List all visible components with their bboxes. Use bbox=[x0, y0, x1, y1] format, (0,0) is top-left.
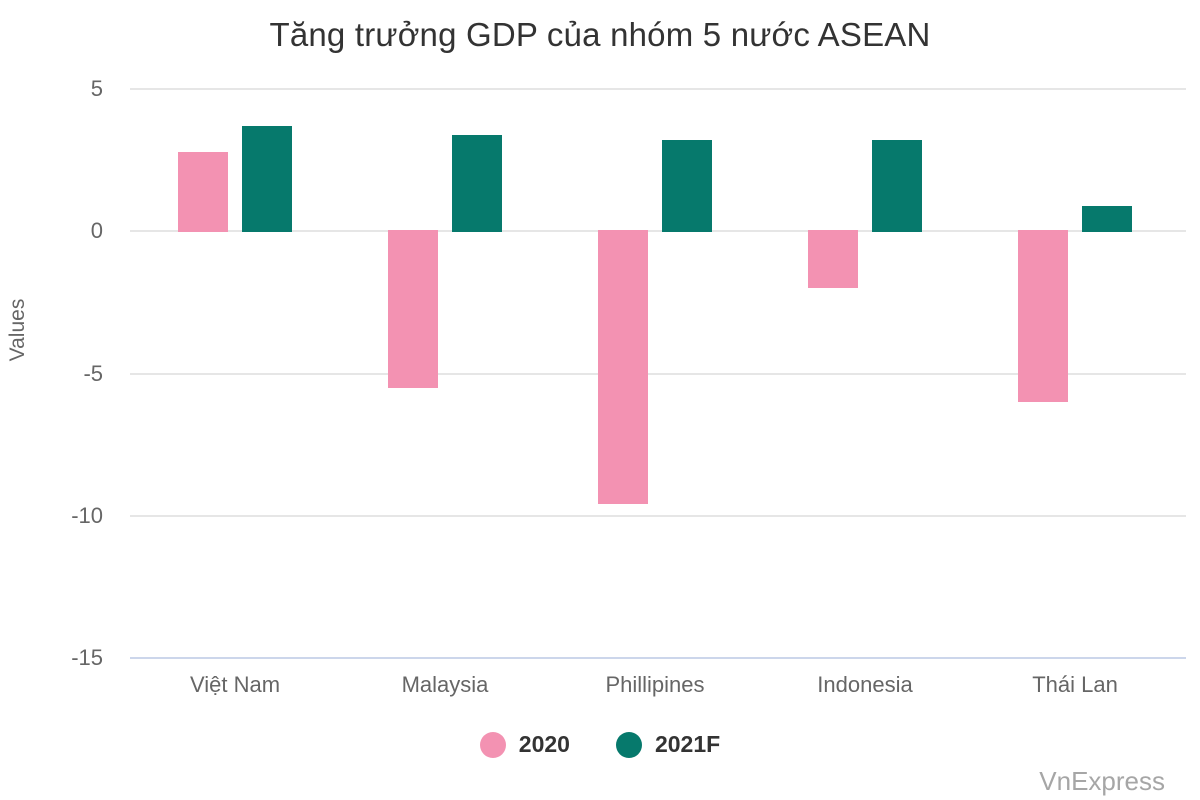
legend-swatch-2021f bbox=[615, 731, 642, 758]
y-tick-label--10: -10 bbox=[71, 502, 103, 528]
x-label-thai-lan: Thái Lan bbox=[1032, 672, 1118, 697]
gridline--10 bbox=[130, 514, 1186, 517]
gridline-5 bbox=[130, 88, 1186, 90]
gridline--5 bbox=[130, 372, 1186, 375]
bar-2021f-malaysia[interactable] bbox=[452, 134, 502, 233]
y-tick-label-0: 0 bbox=[90, 218, 103, 244]
legend-label-2020: 2020 bbox=[518, 731, 570, 757]
x-label-malaysia: Malaysia bbox=[401, 672, 489, 697]
legend-label-2021f: 2021F bbox=[654, 731, 721, 757]
bar-2020-viet-nam[interactable] bbox=[178, 151, 228, 233]
bar-2021f-indonesia[interactable] bbox=[872, 140, 922, 233]
y-tick-label--15: -15 bbox=[71, 645, 103, 670]
bar-2021f-thai-lan[interactable] bbox=[1082, 205, 1132, 233]
watermark: VnExpress bbox=[1039, 766, 1165, 796]
y-tick-label-5: 5 bbox=[90, 76, 103, 101]
bar-2020-indonesia[interactable] bbox=[808, 230, 858, 289]
x-label-indonesia: Indonesia bbox=[817, 672, 913, 697]
x-label-phillipines: Phillipines bbox=[605, 672, 705, 697]
legend-item-2021f[interactable]: 2021F bbox=[615, 731, 721, 758]
legend-item-2020[interactable]: 2020 bbox=[479, 731, 570, 758]
legend-swatch-2020 bbox=[479, 731, 506, 758]
legend: 2020 2021F bbox=[0, 731, 1200, 758]
bar-2020-thai-lan[interactable] bbox=[1018, 230, 1068, 402]
chart-title: Tăng trưởng GDP của nhóm 5 nước ASEAN bbox=[269, 16, 931, 53]
gridline-0 bbox=[130, 230, 1186, 233]
x-label-viet-nam: Việt Nam bbox=[189, 672, 281, 697]
bar-2021f-viet-nam[interactable] bbox=[242, 125, 292, 233]
bar-2020-malaysia[interactable] bbox=[388, 230, 438, 388]
bar-2020-phillipines[interactable] bbox=[598, 230, 648, 505]
y-tick-label--5: -5 bbox=[83, 360, 103, 386]
x-axis-line bbox=[130, 657, 1186, 659]
bar-2021f-phillipines[interactable] bbox=[662, 140, 712, 233]
